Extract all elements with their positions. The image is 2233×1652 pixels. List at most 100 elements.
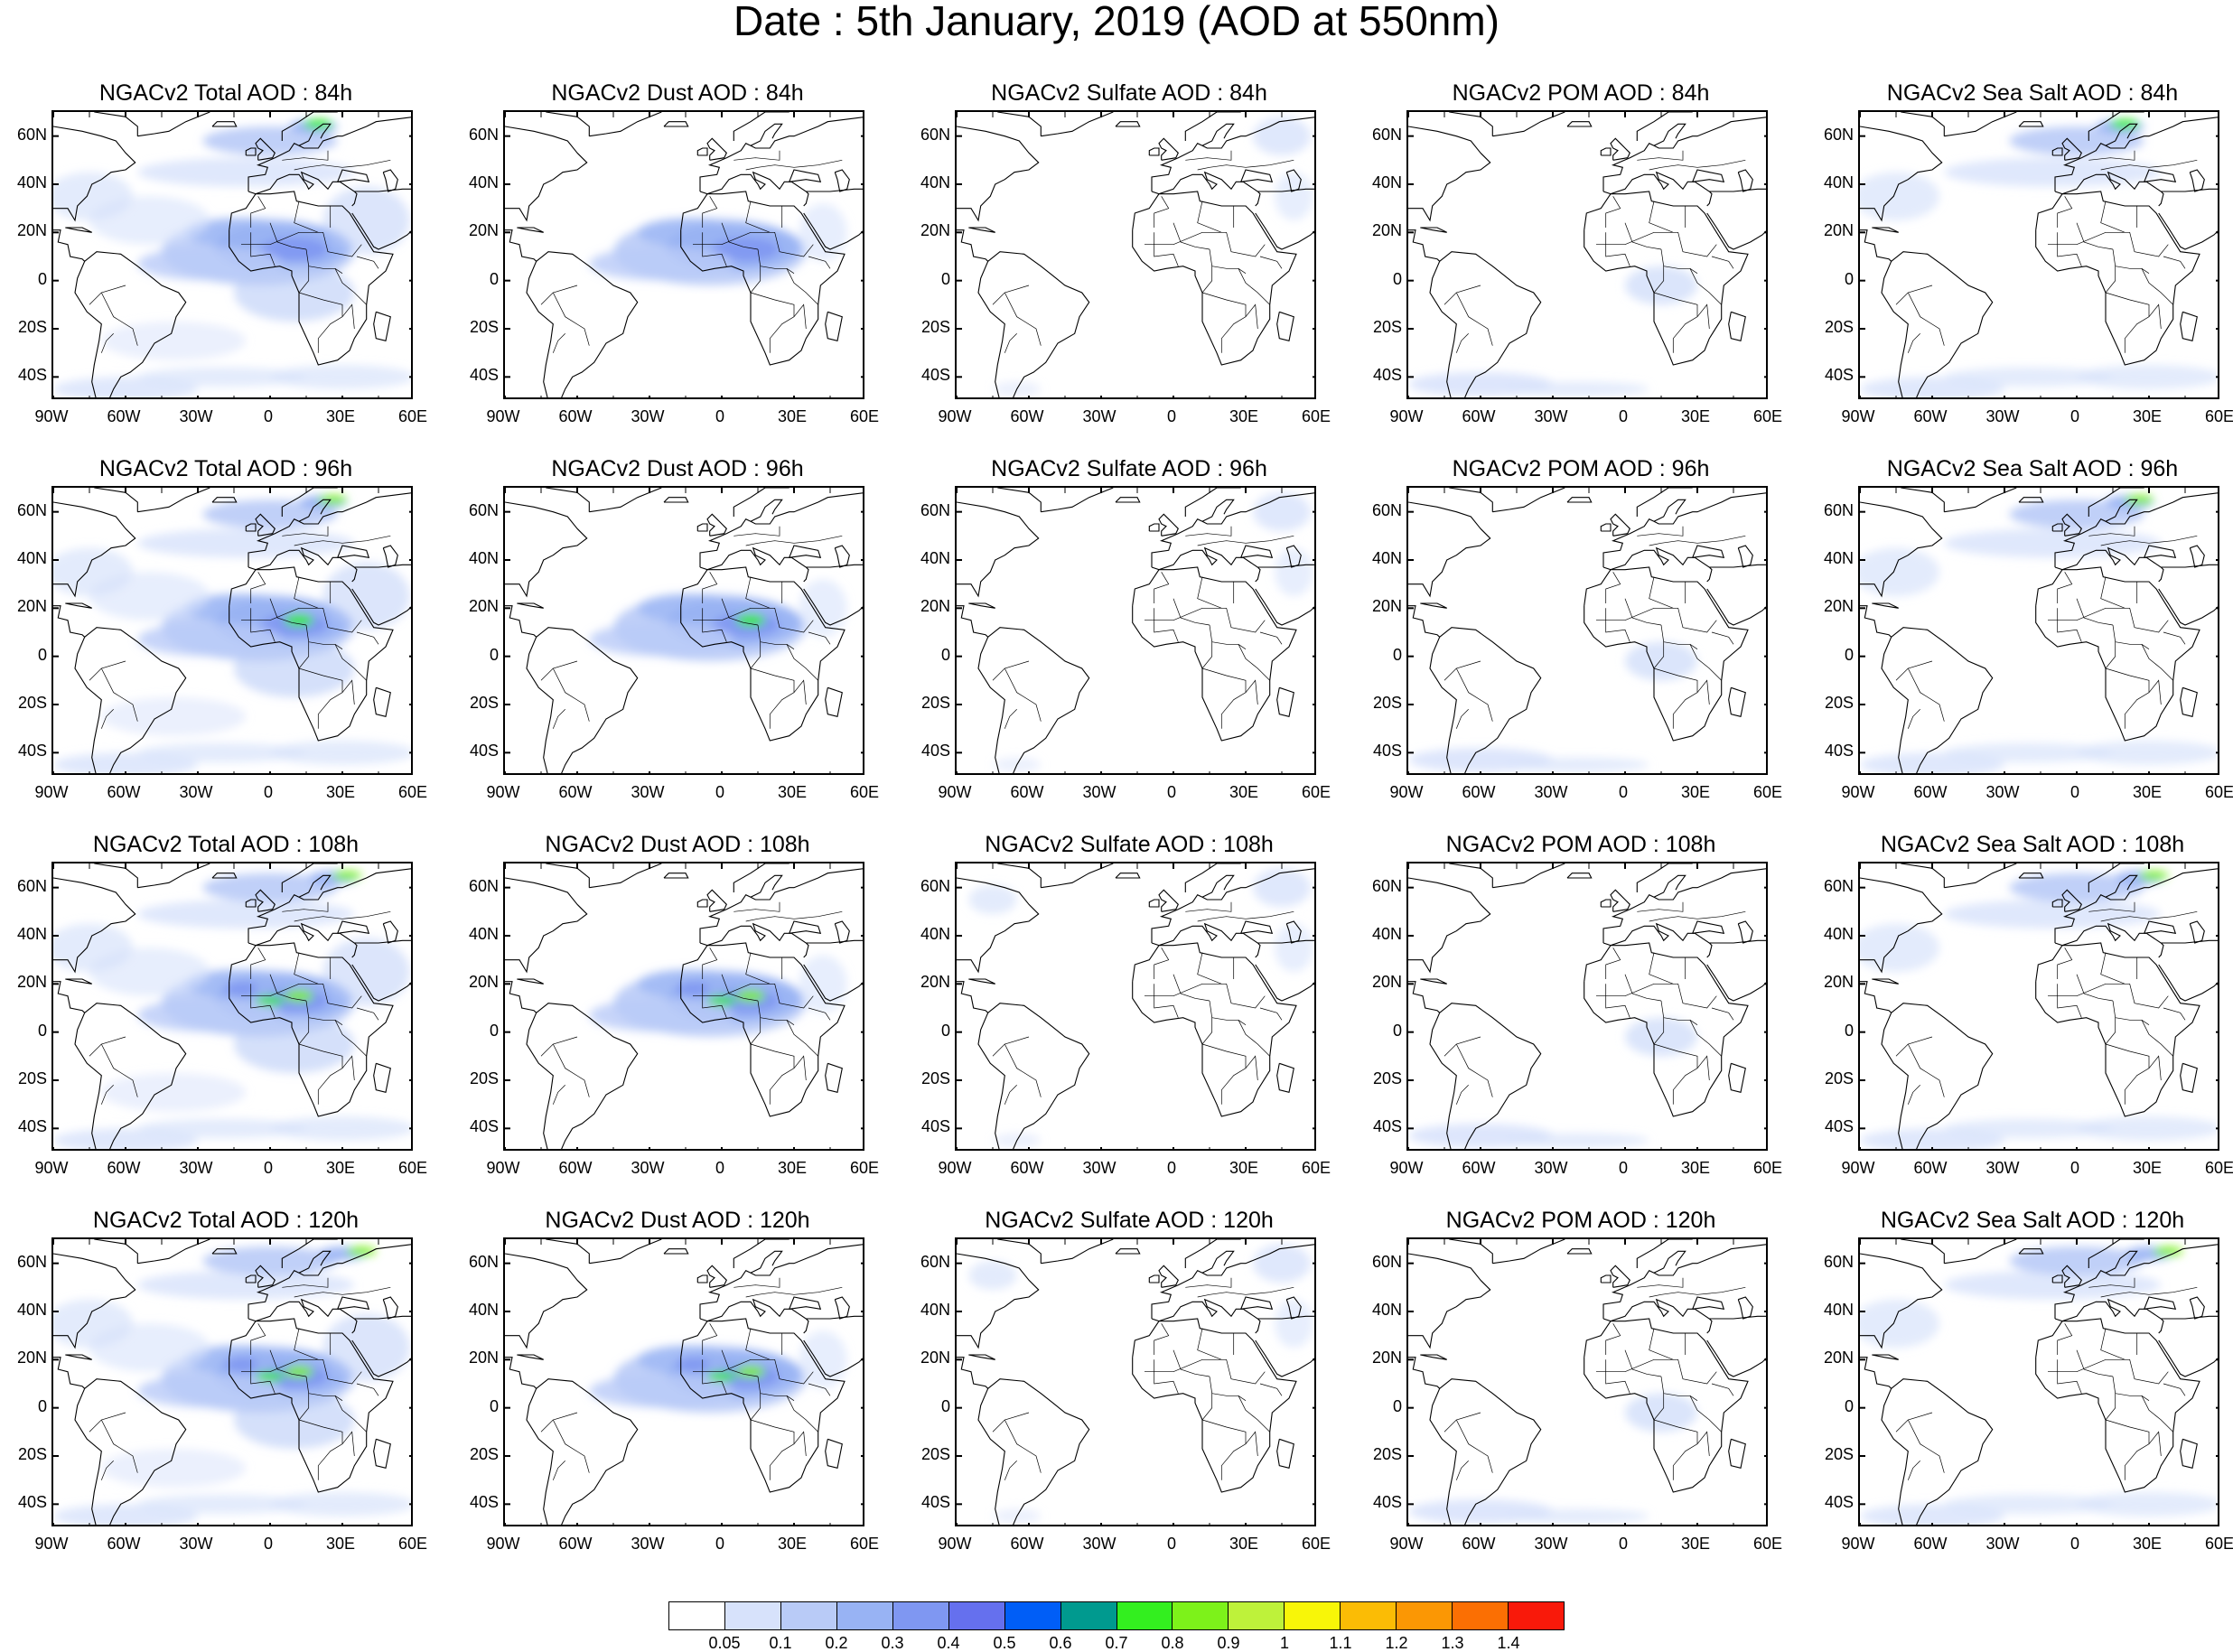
country-border bbox=[1004, 709, 1017, 729]
x-tick-label: 30W bbox=[1534, 1159, 1568, 1177]
country-border bbox=[1907, 1085, 1920, 1105]
country-border bbox=[2076, 222, 2114, 250]
country-border bbox=[760, 266, 795, 274]
country-border bbox=[786, 1395, 818, 1433]
x-tick-label: 30W bbox=[1534, 1535, 1568, 1553]
y-tick-label: 20S bbox=[920, 1445, 950, 1463]
country-border bbox=[1637, 150, 1684, 161]
aod-plume bbox=[1504, 1508, 1649, 1524]
country-border bbox=[1605, 947, 1621, 979]
country-border bbox=[269, 222, 307, 250]
country-border bbox=[2100, 910, 2198, 922]
aod-map bbox=[53, 112, 411, 397]
coastline bbox=[1285, 169, 1302, 192]
y-tick-label: 60N bbox=[468, 1252, 499, 1271]
country-border bbox=[702, 947, 718, 979]
country-border bbox=[552, 1043, 590, 1097]
y-tick-label: 40N bbox=[920, 1301, 950, 1319]
coastline bbox=[1158, 1265, 1179, 1288]
x-tick-label: 30E bbox=[325, 1159, 356, 1177]
aod-plume bbox=[589, 1374, 734, 1408]
coastline bbox=[2061, 889, 2082, 912]
country-border bbox=[250, 1359, 276, 1394]
aod-plume bbox=[224, 1357, 258, 1372]
coastline bbox=[2051, 147, 2063, 156]
coastline bbox=[2180, 686, 2198, 717]
aod-plume bbox=[1275, 172, 1313, 220]
coastline bbox=[1944, 112, 2017, 137]
colorbar bbox=[668, 1601, 1565, 1630]
y-tick-label: 40N bbox=[920, 549, 950, 567]
x-tick-label: 30E bbox=[777, 1159, 808, 1177]
x-tick-label: 90W bbox=[938, 407, 972, 425]
coastline bbox=[589, 112, 662, 137]
coastline bbox=[373, 686, 391, 717]
country-border bbox=[1154, 1323, 1170, 1355]
y-tick-label: 40S bbox=[17, 1493, 47, 1512]
coastline bbox=[750, 499, 783, 522]
x-tick-label: 60W bbox=[558, 1159, 593, 1177]
coastline bbox=[53, 1253, 136, 1349]
country-border bbox=[2115, 1393, 2150, 1401]
country-border bbox=[1895, 285, 1933, 305]
coastline bbox=[1151, 171, 1261, 207]
country-border bbox=[1624, 974, 1662, 1002]
y-tick-label: 60N bbox=[920, 500, 950, 519]
country-border bbox=[250, 947, 266, 979]
coastline bbox=[74, 1003, 187, 1149]
coastline bbox=[1860, 1253, 1943, 1349]
x-tick-label: 30E bbox=[2132, 407, 2163, 425]
x-tick-label: 0 bbox=[2069, 1535, 2079, 1553]
country-border bbox=[1173, 974, 1210, 1002]
y-tick-label: 60N bbox=[468, 500, 499, 519]
coastline bbox=[733, 863, 789, 892]
coastline bbox=[957, 229, 989, 262]
x-tick-label: 60W bbox=[558, 1535, 593, 1553]
coastline bbox=[1602, 922, 1713, 958]
country-border bbox=[1907, 292, 1945, 346]
coastline bbox=[806, 1315, 863, 1320]
coastline bbox=[1944, 863, 2017, 889]
panel-title: NGACv2 Dust AOD : 108h bbox=[545, 832, 810, 857]
coastline bbox=[1151, 1244, 1314, 1319]
country-border bbox=[1596, 231, 1717, 257]
map-plot bbox=[955, 110, 1316, 399]
country-border bbox=[341, 679, 355, 705]
country-border bbox=[1649, 576, 1674, 609]
coastline bbox=[1881, 251, 1994, 397]
country-border bbox=[1605, 572, 1621, 603]
coastline bbox=[977, 1378, 1090, 1525]
country-border bbox=[298, 1376, 310, 1421]
x-tick-label: 30W bbox=[179, 783, 213, 801]
panel-title: NGACv2 Sea Salt AOD : 120h bbox=[1880, 1208, 2185, 1233]
map-panel-dust-108h: NGACv2 Dust AOD : 108h 60N 40N 20N 0 20S 40S 90… bbox=[452, 833, 903, 1209]
country-border bbox=[1185, 526, 1232, 537]
x-tick-label: 0 bbox=[1618, 407, 1628, 425]
map-panel-sulfate-108h: NGACv2 Sulfate AOD : 108h 60N 40N 20N 0 20S 40… bbox=[903, 833, 1355, 1209]
coastline bbox=[1728, 1438, 1746, 1469]
x-tick-label: 60W bbox=[1010, 1535, 1044, 1553]
y-tick-label: 20N bbox=[1823, 597, 1854, 616]
aod-map bbox=[1408, 863, 1766, 1149]
coastline bbox=[825, 311, 843, 341]
map-panel-dust-96h: NGACv2 Dust AOD : 96h 60N 40N 20N 0 20S 40S 90W… bbox=[452, 457, 903, 834]
country-border bbox=[1145, 983, 1266, 1009]
map-plot bbox=[955, 486, 1316, 775]
y-tick-label: 0 bbox=[1844, 269, 1854, 288]
x-tick-label: 60E bbox=[849, 1159, 880, 1177]
colorbar-label: 0.05 bbox=[708, 1634, 741, 1652]
country-border bbox=[308, 266, 343, 274]
y-tick-label: 40N bbox=[16, 549, 47, 567]
country-border bbox=[721, 974, 759, 1002]
country-border bbox=[1238, 1395, 1270, 1433]
x-tick-label: 30W bbox=[179, 407, 213, 425]
coastline bbox=[1600, 147, 1612, 156]
country-border bbox=[1455, 709, 1469, 729]
coastline bbox=[281, 863, 338, 892]
coastline bbox=[825, 686, 843, 717]
country-border bbox=[2105, 1376, 2116, 1421]
country-border bbox=[793, 303, 807, 330]
y-tick-label: 40S bbox=[920, 1117, 950, 1136]
x-tick-label: 60E bbox=[1301, 1159, 1331, 1177]
country-border bbox=[1605, 1359, 1630, 1394]
